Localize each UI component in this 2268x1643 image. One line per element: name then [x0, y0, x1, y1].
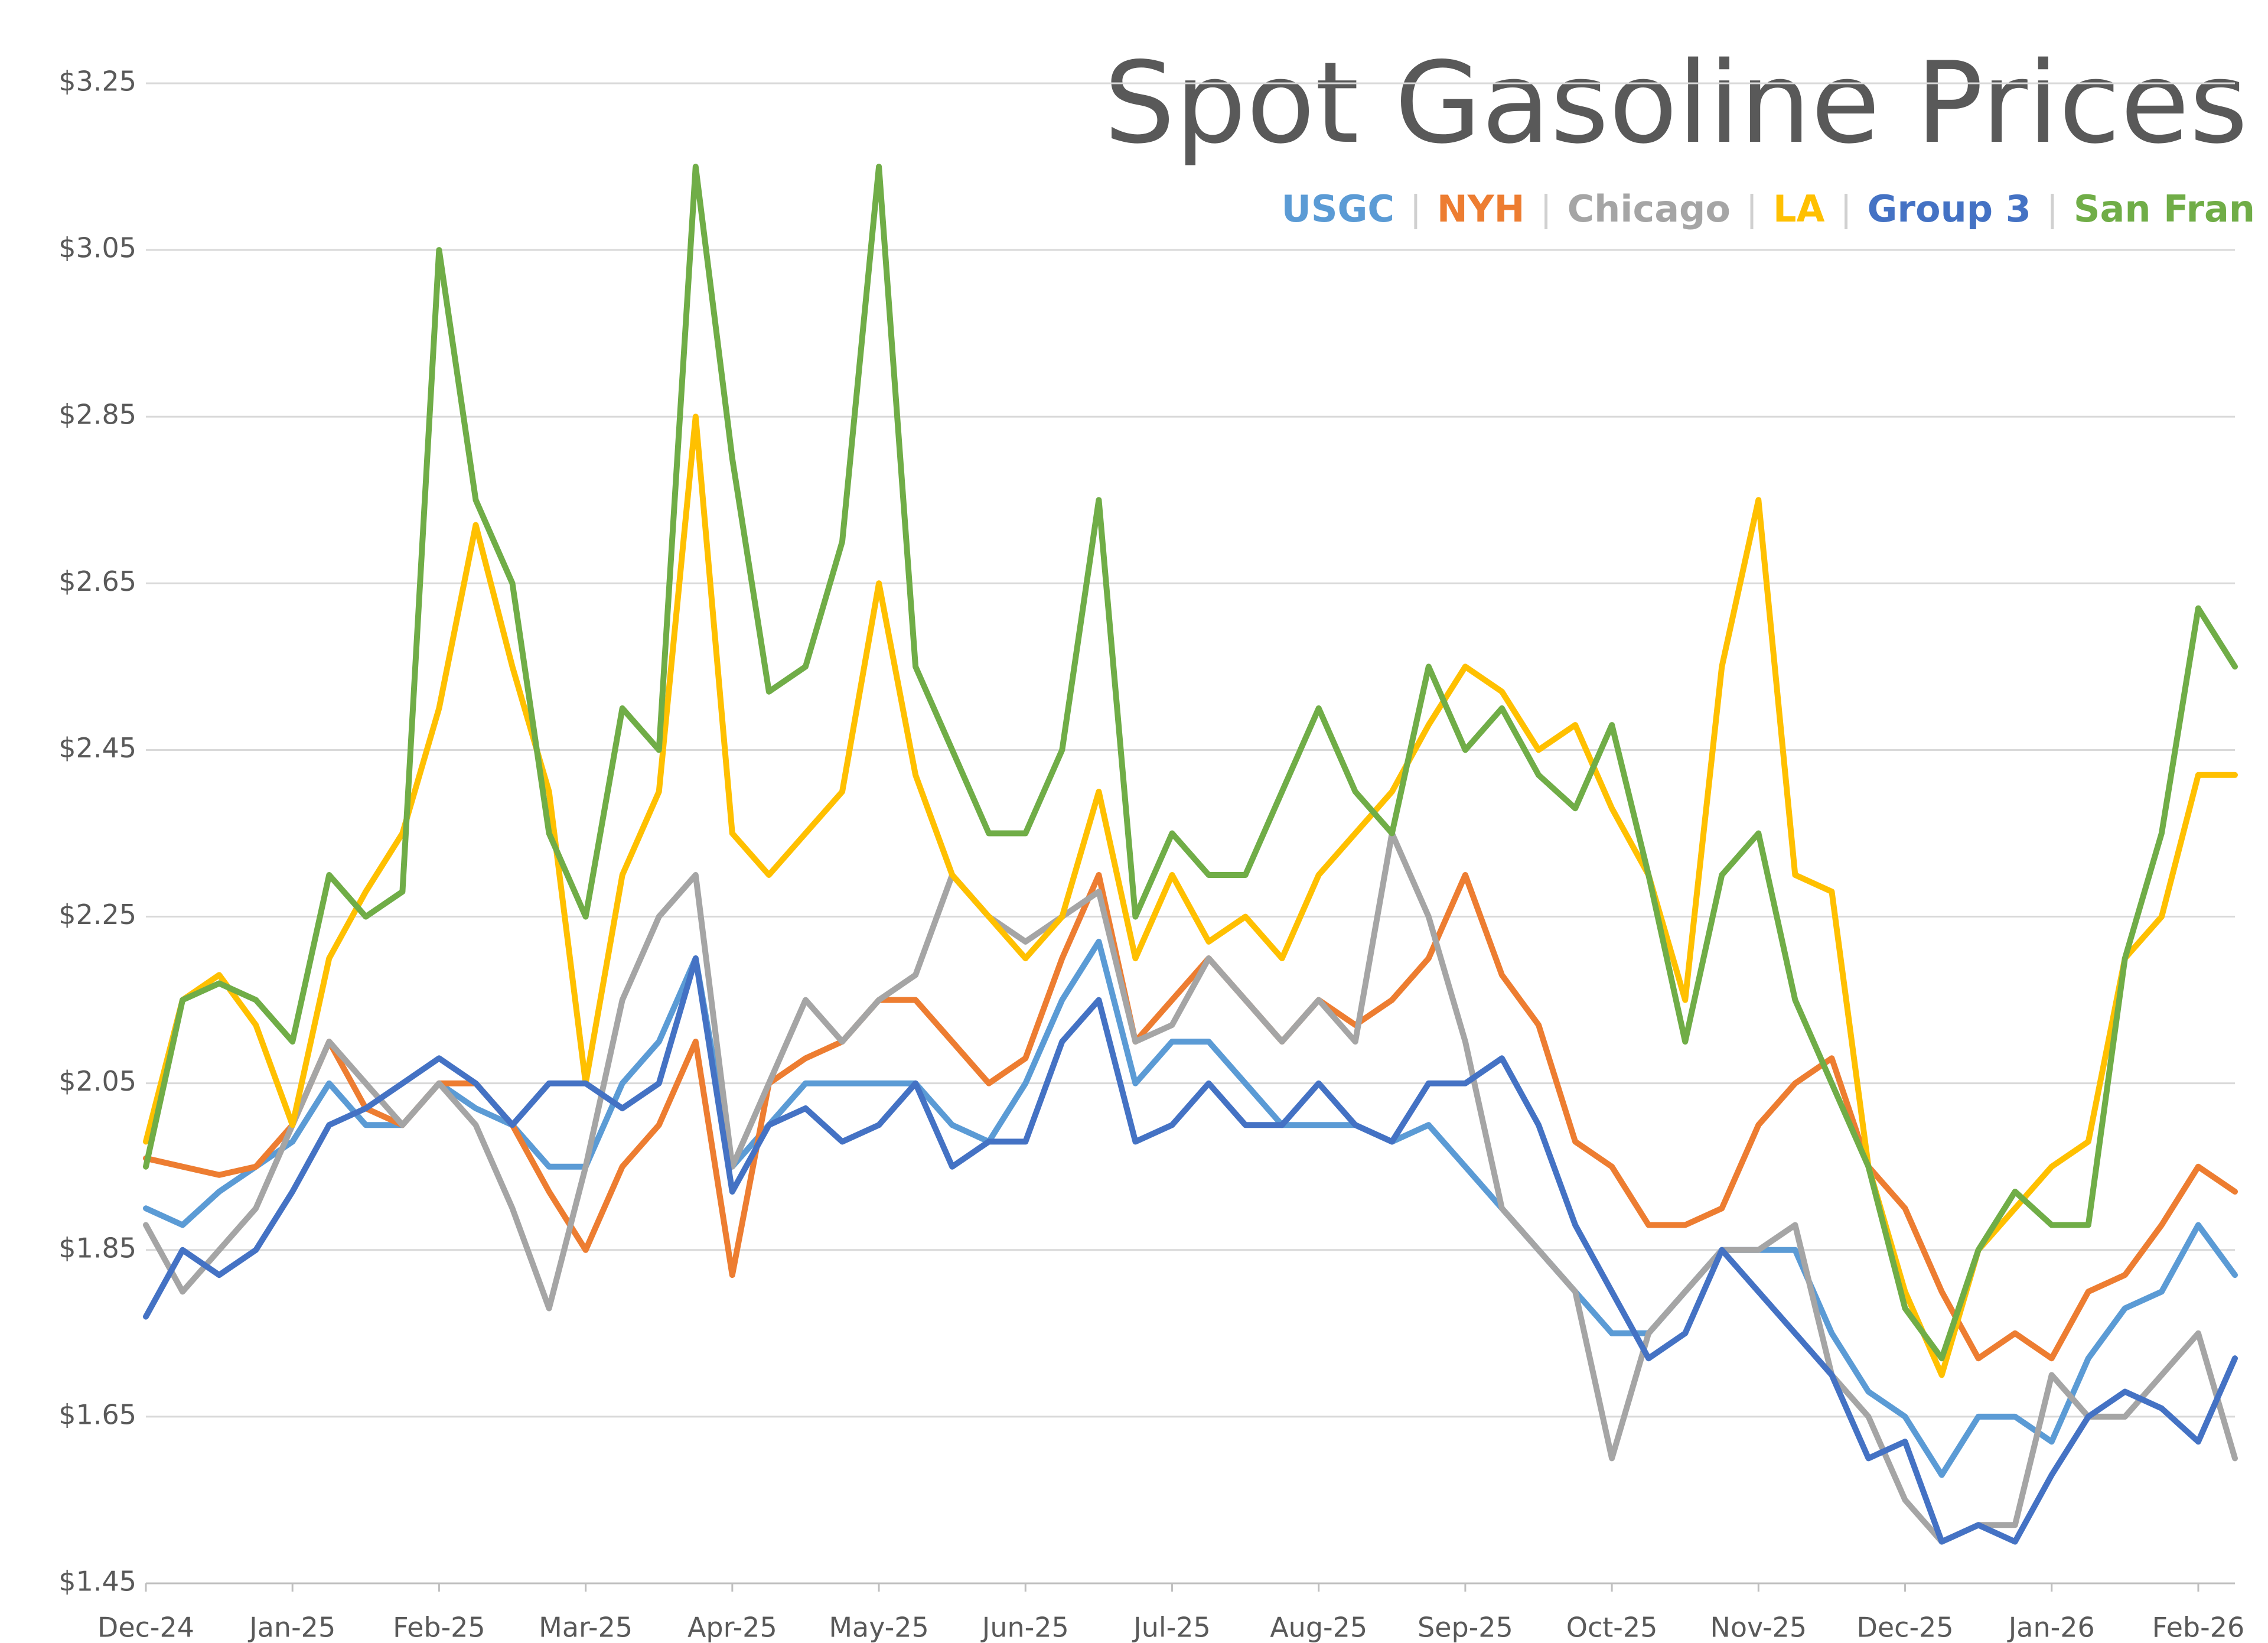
y-tick-label: $1.45	[58, 1566, 136, 1598]
y-tick-label: $2.45	[58, 732, 136, 764]
x-tick-label: Feb-26	[2152, 1612, 2245, 1643]
y-tick-label: $2.25	[58, 899, 136, 931]
x-tick-label: Jan-26	[2007, 1612, 2095, 1643]
x-tick-label: Dec-24	[97, 1612, 194, 1643]
x-tick-label: Oct-25	[1566, 1612, 1658, 1643]
legend-entry: USGC	[1281, 187, 1394, 230]
series-line	[143, 164, 2238, 1362]
legend-entry: Chicago	[1568, 187, 1731, 230]
chart-title: Spot Gasoline Prices	[1104, 38, 2248, 168]
legend-entry: LA	[1773, 187, 1825, 230]
legend-entry: NYH	[1437, 187, 1525, 230]
y-tick-label: $2.05	[58, 1065, 136, 1097]
x-tick-label: Jul-25	[1132, 1612, 1211, 1643]
legend-entry: San Fran	[2074, 187, 2255, 230]
x-tick-label: Jan-25	[247, 1612, 335, 1643]
y-tick-label: $2.65	[58, 565, 136, 597]
x-tick-label: Mar-25	[539, 1612, 633, 1643]
y-tick-label: $3.25	[58, 66, 136, 97]
x-tick-label: Sep-25	[1418, 1612, 1513, 1643]
x-tick-label: May-25	[829, 1612, 928, 1643]
x-tick-label: Dec-25	[1856, 1612, 1953, 1643]
x-tick-label: Apr-25	[687, 1612, 777, 1643]
x-tick-label: Jun-25	[980, 1612, 1069, 1643]
series-line	[143, 955, 2238, 1545]
y-tick-label: $1.85	[58, 1232, 136, 1264]
series-line	[143, 938, 2238, 1478]
y-tick-label: $1.65	[58, 1398, 136, 1430]
series-line	[143, 830, 2238, 1545]
legend-entry: Group 3	[1868, 187, 2031, 230]
series-line	[143, 872, 2238, 1362]
y-tick-label: $3.05	[58, 232, 136, 264]
x-tick-label: Nov-25	[1710, 1612, 1807, 1643]
x-tick-label: Feb-25	[393, 1612, 485, 1643]
series-line	[143, 414, 2238, 1378]
x-tick-label: Aug-25	[1270, 1612, 1367, 1643]
y-tick-label: $2.85	[58, 399, 136, 431]
